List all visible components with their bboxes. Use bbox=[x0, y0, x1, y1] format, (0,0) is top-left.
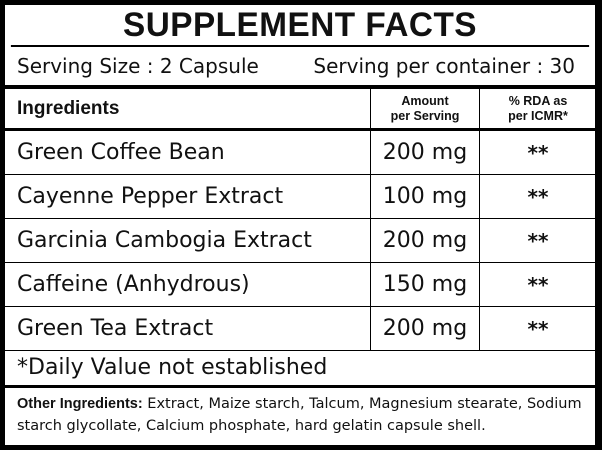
ingredient-name: Green Tea Extract bbox=[17, 316, 214, 341]
serving-size: Serving Size : 2 Capsule bbox=[17, 54, 259, 78]
table-row: Cayenne Pepper Extract 100 mg ** bbox=[5, 175, 595, 219]
ingredient-name: Green Coffee Bean bbox=[17, 140, 225, 165]
supplement-facts-panel: SUPPLEMENT FACTS Serving Size : 2 Capsul… bbox=[4, 4, 596, 446]
ingredient-rda: ** bbox=[479, 263, 596, 306]
table-row: Green Tea Extract 200 mg ** bbox=[5, 307, 595, 351]
serving-per-container: Serving per container : 30 bbox=[313, 54, 575, 78]
ingredient-rda: ** bbox=[479, 175, 596, 218]
ingredient-rda: ** bbox=[479, 219, 596, 262]
table-row: Garcinia Cambogia Extract 200 mg ** bbox=[5, 219, 595, 263]
ingredient-name: Caffeine (Anhydrous) bbox=[17, 272, 250, 297]
panel-title: SUPPLEMENT FACTS bbox=[10, 5, 590, 47]
serving-info: Serving Size : 2 Capsule Serving per con… bbox=[5, 47, 595, 89]
ingredient-amount: 100 mg bbox=[370, 175, 479, 218]
header-amount: Amount per Serving bbox=[370, 89, 479, 128]
ingredient-amount: 200 mg bbox=[370, 219, 479, 262]
ingredient-rda: ** bbox=[479, 131, 596, 174]
table-header: Ingredients Amount per Serving % RDA as … bbox=[5, 89, 595, 131]
ingredient-amount: 200 mg bbox=[370, 131, 479, 174]
footnote: *Daily Value not established bbox=[5, 351, 595, 388]
table-row: Caffeine (Anhydrous) 150 mg ** bbox=[5, 263, 595, 307]
other-ingredients-text: Extract, Maize starch, Talcum, Magnesium… bbox=[17, 396, 582, 434]
header-ingredients: Ingredients bbox=[17, 97, 120, 119]
other-ingredients-label: Other Ingredients: bbox=[17, 396, 143, 412]
header-rda: % RDA as per ICMR* bbox=[479, 89, 596, 128]
other-ingredients: Other Ingredients: Extract, Maize starch… bbox=[5, 388, 595, 437]
ingredient-name: Garcinia Cambogia Extract bbox=[17, 228, 312, 253]
ingredient-rda: ** bbox=[479, 307, 596, 350]
ingredient-amount: 150 mg bbox=[370, 263, 479, 306]
ingredient-amount: 200 mg bbox=[370, 307, 479, 350]
table-row: Green Coffee Bean 200 mg ** bbox=[5, 131, 595, 175]
ingredient-name: Cayenne Pepper Extract bbox=[17, 184, 284, 209]
